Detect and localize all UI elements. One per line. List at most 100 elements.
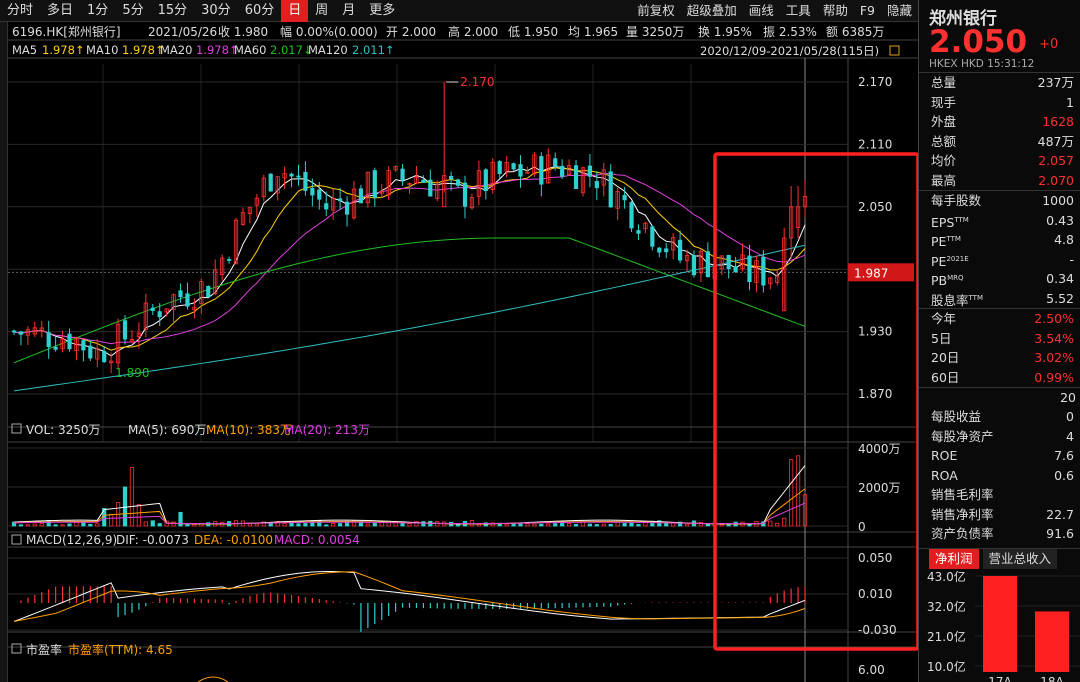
quote2-row: EPSTTM 0.43 [919,211,1080,231]
tool-3[interactable]: 工具 [785,2,811,18]
tab-0[interactable]: 分时 [7,2,34,18]
macd-legend-0: MACD(12,26,9) [26,533,117,547]
candle-body [566,165,572,176]
candle-body [407,183,412,185]
collapse-icon[interactable] [11,534,22,545]
vol-bar [587,523,593,527]
tab-8[interactable]: 周 [315,2,329,18]
tool-2[interactable]: 画线 [748,2,774,18]
candle-body [67,333,72,350]
vol-bar [726,523,731,527]
candle-body [338,198,343,202]
quote-list-2: 每手股数 1000 EPSTTM 0.43 PETTM 4.8 PE2021E - PBMRQ 0… [919,190,1080,308]
fin-axis-label: 21.0亿 [927,629,966,644]
candle-body [379,190,384,194]
vol-bar [719,524,724,527]
candle-body [782,237,787,312]
vol-legend-3: MA(20): 213万 [284,423,370,437]
candle-body [435,184,440,199]
quote2-row: PE2021E - [919,250,1080,270]
lock-icon[interactable] [889,45,900,56]
candle-body [365,171,370,204]
info-field-3: 开 2.000 [386,25,436,39]
ma-legend-8: MA120 [308,43,348,57]
candle-body [560,165,565,177]
candle-body [226,259,232,261]
fin-row: 销售净利率 22.7 [919,505,1080,525]
vol-bar [331,523,336,527]
candle-body [268,173,273,192]
candle-body [657,247,662,253]
pe-line [197,676,229,682]
low-annotation: 1.890 [115,366,149,380]
stock-change: +0 [1039,37,1059,52]
collapse-icon[interactable] [11,643,22,654]
fin-tab-1[interactable]: 营业总收入 [982,549,1058,569]
fin-tab-0[interactable]: 净利润 [929,549,979,569]
candle-body [199,281,204,304]
vol-bar [25,524,30,527]
fin-bar [983,575,1017,672]
vol-bar [539,523,544,527]
tool-5[interactable]: F9 [859,2,875,18]
tool-4[interactable]: 帮助 [822,2,848,18]
perf-row: 20日 3.02% [919,348,1080,368]
quote2-row: 股息率TTM 5.52 [919,289,1080,309]
vol-legend-1: MA(5): 690万 [128,423,206,437]
collapse-icon[interactable] [11,423,22,434]
perf-key: 60日 [931,369,960,385]
tab-3[interactable]: 5分 [122,2,144,18]
fin-axis-label: 43.0亿 [927,570,966,584]
candle-body [386,170,391,196]
perf-row: 5日 3.54% [919,329,1080,349]
perf-value: 0.99% [1034,369,1074,385]
vol-axis-label: 0 [858,520,866,534]
candle-body [511,163,516,170]
tab-6[interactable]: 60分 [244,2,275,18]
quote2-row: 每手股数 1000 [919,191,1080,211]
candle-body [469,197,475,209]
quote1-key: 总额 [931,133,957,149]
ma-legend-7: 2.017↓ [270,43,313,57]
candle-body [594,181,599,189]
vol-bar [657,520,662,527]
tab-9[interactable]: 月 [342,2,356,18]
vol-bar [518,523,523,527]
tab-4[interactable]: 15分 [157,2,188,18]
tool-0[interactable]: 前复权 [637,2,675,18]
tab-1[interactable]: 多日 [47,2,74,18]
candle-body [102,351,107,363]
ma-legend-6: MA60 [234,43,266,57]
candle-body [573,165,579,189]
tab-10[interactable]: 更多 [369,2,396,18]
tab-7[interactable]: 日 [281,0,309,22]
vol-bar [261,521,266,527]
quote1-value: 237万 [1037,75,1074,90]
financial-tabs: 净利润 营业总收入 [919,547,1080,570]
candle-body [546,154,551,184]
tab-5[interactable]: 30分 [201,2,231,18]
candle-body [539,156,544,185]
macd-axis-label: -0.030 [858,623,897,637]
candle-body [275,176,280,194]
candle-body [310,187,315,196]
tab-2[interactable]: 1分 [87,2,109,18]
tool-6[interactable]: 隐藏 [886,2,912,18]
current-price-tag-text: 1.987 [854,266,888,280]
fin-value: 7.6 [1054,448,1074,463]
vol-bar [622,523,627,527]
tool-1[interactable]: 超级叠加 [686,2,737,18]
quote2-key-sup: MRQ [947,274,964,282]
candle-body [455,179,461,186]
kline-chart[interactable]: 2.1702.1102.0501.9901.9301.8701.9876196.… [8,22,918,682]
candle-body [775,275,780,283]
vol-bar [678,521,683,527]
quote-panel: 郑州银行 2.050 +0 HKEX HKD 15:31:12 总量 237万 现手… [918,0,1080,682]
ma-line [13,166,806,357]
perf-row: 60日 0.99% [919,368,1080,388]
quote1-key: 最高 [931,172,957,188]
vol-bar [782,517,787,527]
fin-category-label: 17A [988,675,1012,682]
vol-bar [67,523,72,527]
left-side-strip[interactable] [0,22,8,682]
